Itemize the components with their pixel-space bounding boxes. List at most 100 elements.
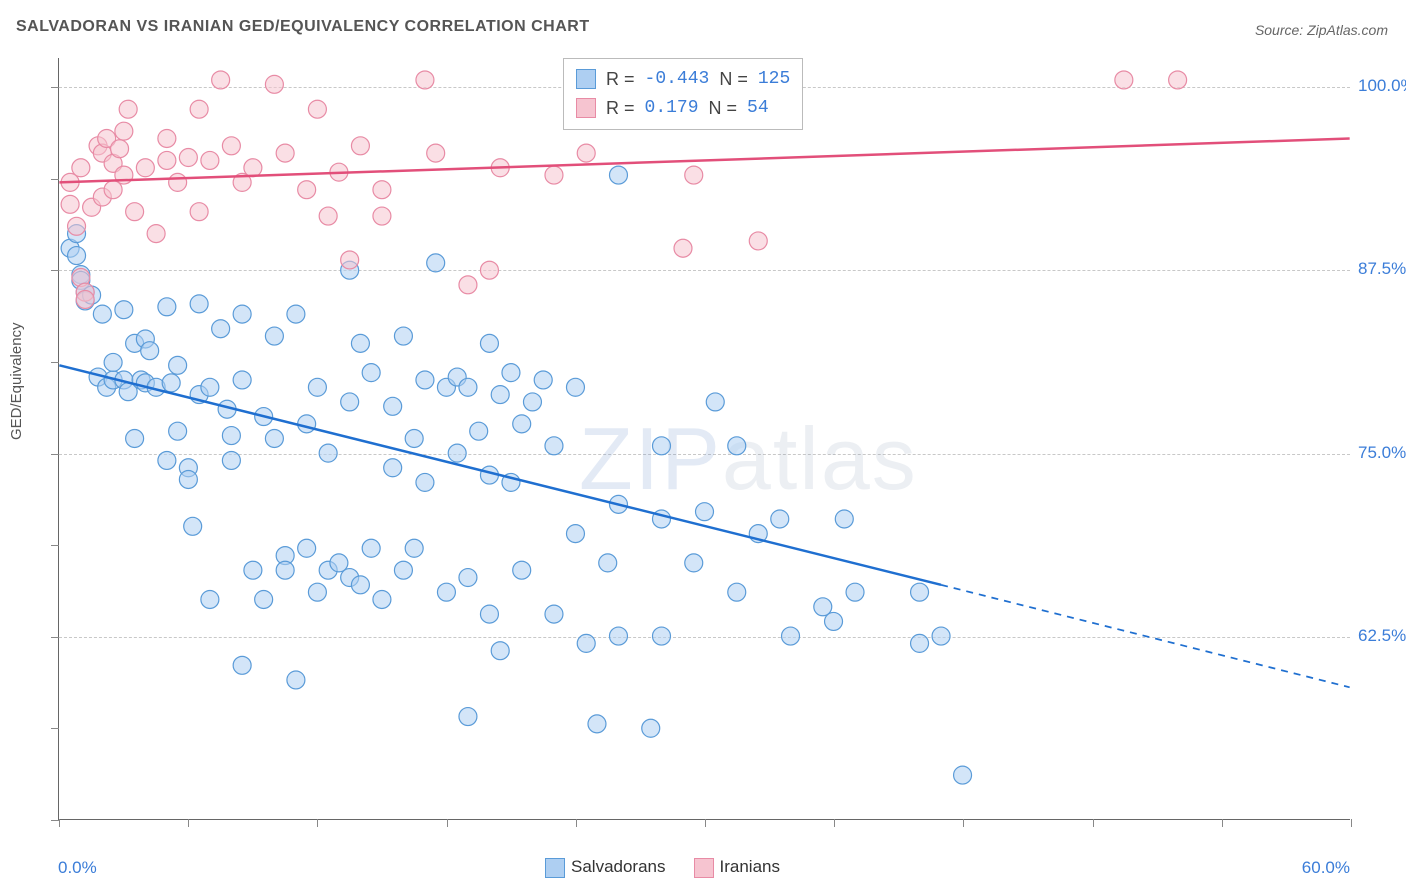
data-point <box>427 144 445 162</box>
data-point <box>158 298 176 316</box>
data-point <box>276 144 294 162</box>
data-point <box>728 583 746 601</box>
data-point <box>588 715 606 733</box>
x-axis-min-label: 0.0% <box>58 858 97 878</box>
data-point <box>566 378 584 396</box>
data-point <box>308 583 326 601</box>
data-point <box>158 451 176 469</box>
data-point <box>287 305 305 323</box>
data-point <box>126 203 144 221</box>
data-point <box>1169 71 1187 89</box>
data-point <box>244 561 262 579</box>
data-point <box>394 327 412 345</box>
data-point <box>825 612 843 630</box>
scatter-plot-svg <box>59 58 1350 819</box>
data-point <box>373 590 391 608</box>
data-point <box>480 605 498 623</box>
data-point <box>459 569 477 587</box>
data-point <box>351 576 369 594</box>
n-label: N = <box>709 94 738 123</box>
stats-legend-box: R = -0.443 N = 125 R = 0.179 N = 54 <box>563 58 803 130</box>
data-point <box>276 561 294 579</box>
data-point <box>93 305 111 323</box>
data-point <box>491 642 509 660</box>
data-point <box>265 430 283 448</box>
data-point <box>265 327 283 345</box>
data-point <box>534 371 552 389</box>
data-point <box>61 195 79 213</box>
data-point <box>184 517 202 535</box>
chart-title: SALVADORAN VS IRANIAN GED/EQUIVALENCY CO… <box>16 18 590 36</box>
data-point <box>1115 71 1133 89</box>
data-point <box>147 225 165 243</box>
data-point <box>685 166 703 184</box>
n-value-iranians: 54 <box>747 94 769 123</box>
data-point <box>308 100 326 118</box>
xtick <box>705 819 706 827</box>
ytick <box>51 87 59 88</box>
data-point <box>470 422 488 440</box>
data-point <box>190 295 208 313</box>
data-point <box>911 634 929 652</box>
data-point <box>373 207 391 225</box>
data-point <box>244 159 262 177</box>
data-point <box>201 151 219 169</box>
ytick <box>51 545 59 546</box>
r-label: R = <box>606 65 635 94</box>
data-point <box>502 364 520 382</box>
chart-container: SALVADORAN VS IRANIAN GED/EQUIVALENCY CO… <box>0 0 1406 892</box>
data-point <box>405 430 423 448</box>
data-point <box>782 627 800 645</box>
n-value-salvadorans: 125 <box>758 65 790 94</box>
data-point <box>169 422 187 440</box>
legend-bottom: Salvadorans Iranians <box>545 857 780 878</box>
data-point <box>685 554 703 572</box>
data-point <box>169 173 187 191</box>
data-point <box>115 301 133 319</box>
r-value-salvadorans: -0.443 <box>645 65 710 94</box>
data-point <box>362 364 380 382</box>
data-point <box>119 100 137 118</box>
data-point <box>513 415 531 433</box>
data-point <box>545 437 563 455</box>
xtick <box>188 819 189 827</box>
data-point <box>846 583 864 601</box>
data-point <box>653 437 671 455</box>
data-point <box>212 320 230 338</box>
data-point <box>72 159 90 177</box>
x-axis-max-label: 60.0% <box>1302 858 1350 878</box>
xtick <box>1222 819 1223 827</box>
legend-swatch-iranians <box>694 858 714 878</box>
ytick <box>51 728 59 729</box>
data-point <box>513 561 531 579</box>
data-point <box>179 149 197 167</box>
swatch-salvadorans <box>576 69 596 89</box>
data-point <box>459 708 477 726</box>
data-point <box>201 378 219 396</box>
data-point <box>459 276 477 294</box>
data-point <box>233 656 251 674</box>
data-point <box>696 503 714 521</box>
legend-label-salvadorans: Salvadorans <box>571 857 666 876</box>
data-point <box>222 137 240 155</box>
ytick-label: 87.5% <box>1358 259 1406 279</box>
legend-item-iranians: Iranians <box>694 857 780 878</box>
data-point <box>577 634 595 652</box>
n-label: N = <box>719 65 748 94</box>
data-point <box>104 353 122 371</box>
data-point <box>459 378 477 396</box>
data-point <box>265 75 283 93</box>
ytick <box>51 362 59 363</box>
data-point <box>480 334 498 352</box>
data-point <box>341 251 359 269</box>
data-point <box>351 334 369 352</box>
xtick <box>963 819 964 827</box>
data-point <box>384 459 402 477</box>
data-point <box>609 166 627 184</box>
ytick <box>51 179 59 180</box>
data-point <box>545 166 563 184</box>
swatch-iranians <box>576 98 596 118</box>
legend-swatch-salvadorans <box>545 858 565 878</box>
data-point <box>911 583 929 601</box>
data-point <box>233 371 251 389</box>
